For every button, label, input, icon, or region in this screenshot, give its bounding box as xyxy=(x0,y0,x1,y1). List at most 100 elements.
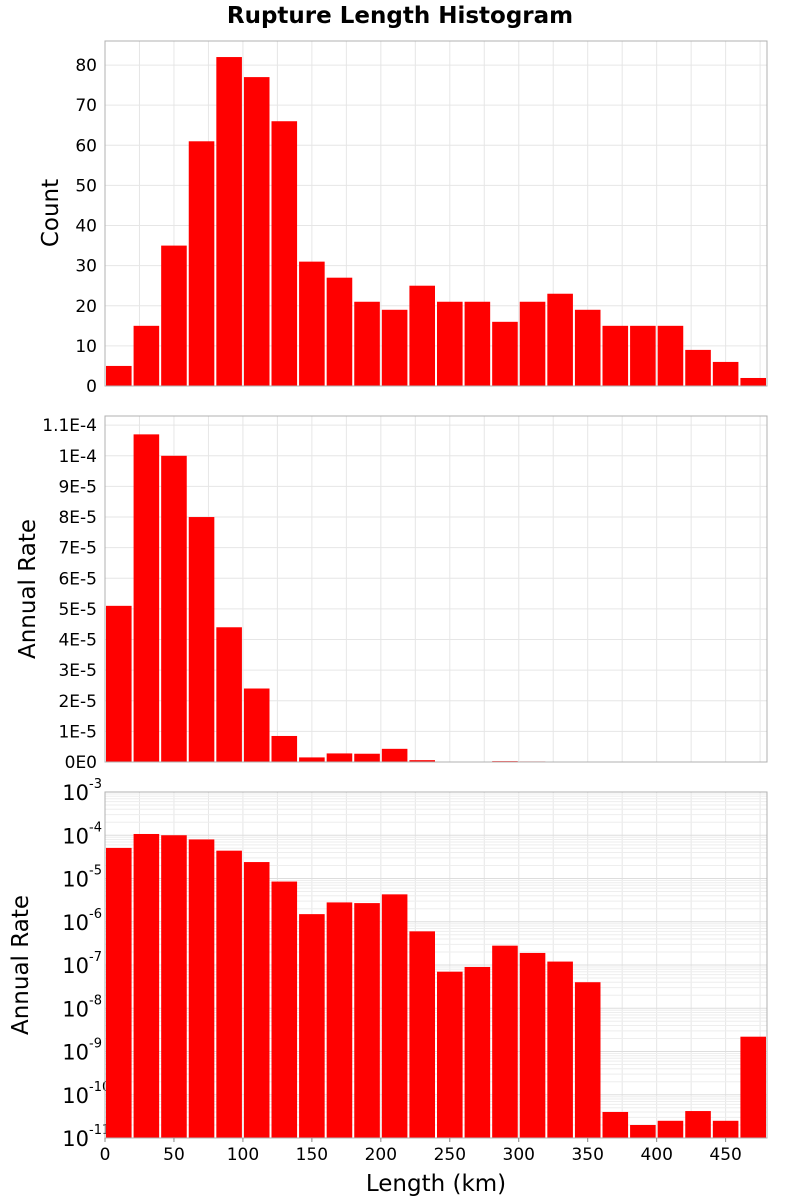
histogram-bar xyxy=(382,749,408,762)
y-axis-label: Annual Rate xyxy=(8,895,34,1035)
histogram-bar xyxy=(713,362,739,386)
x-tick-label: 100 xyxy=(227,1145,259,1165)
histogram-bar xyxy=(685,1111,711,1138)
histogram-bar xyxy=(630,1125,656,1138)
x-tick-label: 400 xyxy=(640,1145,672,1165)
y-tick-label: 2E-5 xyxy=(58,692,97,712)
y-axis-label: Annual Rate xyxy=(15,519,41,659)
y-tick-label: 9E-5 xyxy=(58,477,97,497)
y-tick-label: 70 xyxy=(75,96,97,116)
histogram-bar xyxy=(465,967,491,1138)
y-tick-base: 10 xyxy=(62,868,89,892)
y-tick-label: 5E-5 xyxy=(58,600,97,620)
y-tick-label: 30 xyxy=(75,257,97,277)
histogram-bar xyxy=(713,1121,739,1138)
histogram-bar xyxy=(327,753,353,762)
y-tick-exponent: -3 xyxy=(89,777,102,792)
y-tick-label: 50 xyxy=(75,176,97,196)
panel-3: 10-1110-1010-910-810-710-610-510-410-3An… xyxy=(8,777,767,1197)
y-tick-label: 1E-5 xyxy=(58,722,97,742)
histogram-bar xyxy=(327,902,353,1138)
y-tick-label: 8E-5 xyxy=(58,508,97,528)
y-tick-label: 3E-5 xyxy=(58,661,97,681)
histogram-bar xyxy=(244,862,270,1138)
histogram-bar xyxy=(740,1037,766,1138)
histogram-bar xyxy=(547,294,573,386)
histogram-bar xyxy=(216,851,242,1138)
x-tick-label: 50 xyxy=(163,1145,185,1165)
x-tick-label: 150 xyxy=(296,1145,328,1165)
histogram-bar xyxy=(465,302,491,386)
y-tick-label: 80 xyxy=(75,56,97,76)
histogram-bar xyxy=(161,835,187,1138)
histogram-bar xyxy=(161,246,187,386)
histogram-bar xyxy=(354,302,380,386)
histogram-bar xyxy=(134,434,160,762)
histogram-bar xyxy=(244,689,270,762)
y-tick-label: 20 xyxy=(75,297,97,317)
histogram-bar xyxy=(106,848,132,1138)
histogram-bar xyxy=(134,834,160,1138)
histogram-bar xyxy=(603,326,629,386)
y-tick-label: 6E-5 xyxy=(58,569,97,589)
histogram-bar xyxy=(106,606,132,762)
y-tick-exponent: -4 xyxy=(89,820,102,835)
histogram-bar xyxy=(299,914,325,1138)
histogram-bar xyxy=(161,456,187,762)
x-tick-label: 350 xyxy=(571,1145,603,1165)
histogram-bar xyxy=(658,1121,684,1138)
histogram-bar xyxy=(492,322,518,386)
histogram-bar xyxy=(492,946,518,1138)
y-tick-exponent: -8 xyxy=(89,993,102,1008)
histogram-bar xyxy=(272,121,298,386)
histogram-bar xyxy=(630,326,656,386)
x-tick-label: 450 xyxy=(709,1145,741,1165)
histogram-bar xyxy=(327,278,353,386)
histogram-bar xyxy=(189,517,215,762)
histogram-bar xyxy=(216,57,242,386)
x-tick-label: 250 xyxy=(434,1145,466,1165)
histogram-bar xyxy=(244,77,270,386)
histogram-bar xyxy=(189,141,215,386)
histogram-bar xyxy=(603,1112,629,1138)
y-tick-exponent: -5 xyxy=(89,864,102,879)
histogram-bar xyxy=(382,310,408,386)
x-tick-label: 0 xyxy=(100,1145,111,1165)
histogram-bar xyxy=(106,366,132,386)
chart-title: Rupture Length Histogram xyxy=(227,3,573,29)
histogram-bar xyxy=(189,839,215,1138)
y-tick-base: 10 xyxy=(62,997,89,1021)
y-tick-label: 0 xyxy=(86,377,97,397)
histogram-bar xyxy=(409,286,435,386)
histogram-bar xyxy=(354,754,380,762)
y-tick-base: 10 xyxy=(62,824,89,848)
y-tick-label: 7E-5 xyxy=(58,539,97,559)
histogram-bar xyxy=(520,953,546,1138)
histogram-bar xyxy=(272,736,298,762)
y-tick-label: 1E-4 xyxy=(58,447,97,467)
histogram-bar xyxy=(575,310,601,386)
y-tick-base: 10 xyxy=(62,1084,89,1108)
histogram-bar xyxy=(382,894,408,1138)
y-tick-base: 10 xyxy=(62,954,89,978)
y-tick-exponent: -6 xyxy=(89,907,102,922)
histogram-bar xyxy=(547,962,573,1138)
y-tick-label: 0E0 xyxy=(65,753,97,773)
y-tick-label: 10 xyxy=(75,337,97,357)
y-tick-label: 60 xyxy=(75,136,97,156)
y-tick-base: 10 xyxy=(62,781,89,805)
histogram-bar xyxy=(409,931,435,1138)
histogram-bar xyxy=(658,326,684,386)
histogram-bar xyxy=(134,326,160,386)
histogram-bar xyxy=(299,262,325,386)
histogram-bar xyxy=(354,903,380,1138)
x-axis-label: Length (km) xyxy=(366,1171,506,1197)
y-tick-base: 10 xyxy=(62,1127,89,1151)
histogram-bar xyxy=(520,302,546,386)
histogram-bar xyxy=(575,982,601,1138)
histogram-bar xyxy=(272,882,298,1138)
histogram-bar xyxy=(299,757,325,762)
